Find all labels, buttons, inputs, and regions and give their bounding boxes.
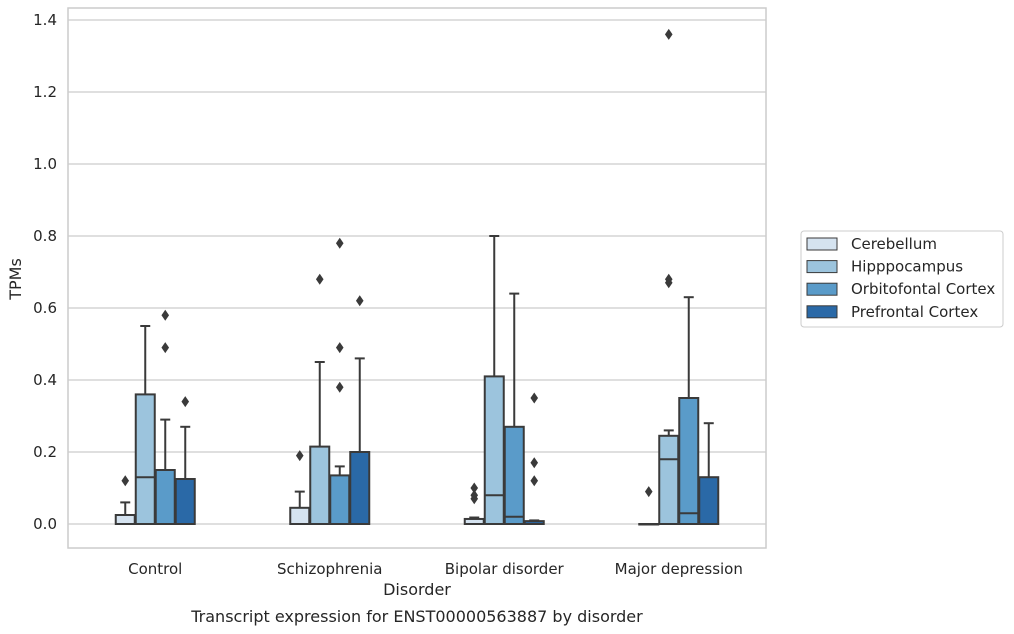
outlier-point bbox=[530, 475, 539, 487]
legend-swatch bbox=[806, 237, 838, 251]
outlier-point bbox=[664, 28, 673, 40]
outlier-point bbox=[530, 392, 539, 404]
outlier-point bbox=[530, 457, 539, 469]
box-element bbox=[349, 295, 371, 525]
box-element bbox=[174, 396, 196, 525]
box-element bbox=[154, 309, 176, 525]
outlier-point bbox=[664, 273, 673, 285]
x-tick-label: Schizophrenia bbox=[277, 560, 382, 578]
box-rect bbox=[154, 469, 176, 525]
plot-area-frame bbox=[67, 7, 767, 549]
legend-label: Prefrontal Cortex bbox=[851, 303, 978, 321]
outlier-point bbox=[181, 396, 190, 408]
box-rect bbox=[503, 425, 525, 525]
box-element bbox=[698, 422, 720, 526]
outlier-point bbox=[315, 273, 324, 285]
outlier-point bbox=[295, 450, 304, 462]
outlier-point bbox=[161, 342, 170, 354]
x-tick-label: Control bbox=[128, 560, 182, 578]
legend-swatch bbox=[806, 282, 838, 296]
x-tick-label: Major depression bbox=[615, 560, 743, 578]
outlier-point bbox=[335, 381, 344, 393]
y-tick-label: 1.0 bbox=[33, 155, 57, 173]
box-element bbox=[329, 237, 351, 525]
y-tick-label: 0.0 bbox=[33, 515, 57, 533]
box-element bbox=[134, 325, 156, 525]
box-rect bbox=[483, 375, 505, 525]
outlier-point bbox=[470, 489, 479, 501]
x-axis-label: Disorder bbox=[383, 580, 451, 599]
x-tick-label: Bipolar disorder bbox=[445, 560, 565, 578]
box-rect bbox=[134, 393, 156, 525]
legend-label: Orbitofontal Cortex bbox=[851, 280, 995, 298]
box-element bbox=[658, 28, 680, 525]
box-rect bbox=[114, 514, 136, 525]
box-rect bbox=[329, 474, 351, 525]
box-rect bbox=[309, 445, 331, 526]
legend-frame bbox=[800, 230, 1004, 328]
y-axis-ticks: 0.0 0.2 0.4 0.6 0.8 1.0 1.2 1.4 bbox=[33, 11, 57, 533]
x-axis-ticks: Control Schizophrenia Bipolar disorder Majo… bbox=[128, 560, 743, 578]
outlier-point bbox=[470, 482, 479, 494]
box-element bbox=[523, 392, 545, 525]
y-tick-label: 1.2 bbox=[33, 83, 57, 101]
legend-swatch bbox=[806, 260, 838, 274]
box-rect bbox=[289, 506, 311, 525]
box-element bbox=[503, 292, 525, 525]
legend: Cerebellum Hipppocampus Orbitofontal Corte… bbox=[800, 230, 1004, 328]
box-element bbox=[483, 235, 505, 525]
box-rect bbox=[678, 397, 700, 525]
box-element bbox=[309, 273, 331, 526]
y-tick-label: 0.6 bbox=[33, 299, 57, 317]
y-tick-label: 0.4 bbox=[33, 371, 57, 389]
legend-swatch bbox=[806, 305, 838, 319]
y-tick-label: 0.2 bbox=[33, 443, 57, 461]
box-rect bbox=[658, 434, 680, 525]
box-rect bbox=[698, 476, 720, 526]
box-element bbox=[638, 486, 660, 526]
y-axis-label: TPMs bbox=[6, 258, 25, 301]
box-series bbox=[114, 28, 720, 526]
box-element bbox=[463, 482, 485, 526]
outlier-point bbox=[644, 486, 653, 498]
outlier-point bbox=[161, 309, 170, 321]
box-element bbox=[289, 450, 311, 525]
box-rect bbox=[349, 451, 371, 525]
box-element bbox=[678, 296, 700, 525]
outlier-point bbox=[335, 237, 344, 249]
outlier-point bbox=[335, 342, 344, 354]
outlier-point bbox=[121, 475, 130, 487]
chart-caption: Transcript expression for ENST0000056388… bbox=[190, 607, 643, 626]
y-tick-label: 1.4 bbox=[33, 11, 57, 29]
box-element bbox=[114, 475, 136, 525]
legend-label: Cerebellum bbox=[851, 235, 937, 253]
box-rect bbox=[174, 478, 196, 525]
legend-label: Hipppocampus bbox=[851, 258, 963, 276]
outlier-point bbox=[355, 295, 364, 307]
y-tick-label: 0.8 bbox=[33, 227, 57, 245]
